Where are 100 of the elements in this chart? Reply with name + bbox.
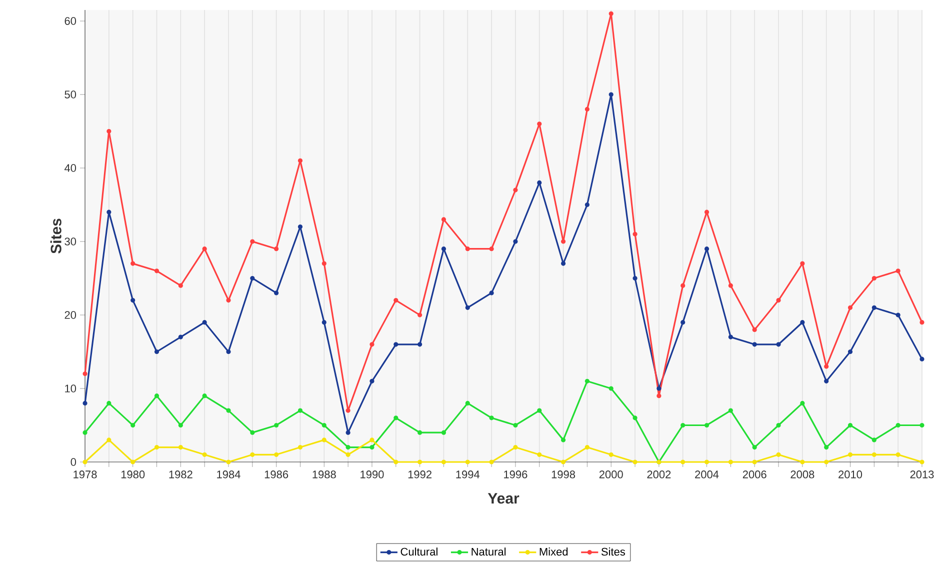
point: [824, 364, 829, 369]
point: [656, 386, 662, 391]
point: [776, 298, 781, 303]
point: [537, 452, 542, 457]
point: [489, 290, 494, 296]
y-tick-label: 0: [70, 458, 76, 466]
point: [560, 438, 566, 442]
point: [130, 422, 136, 428]
point: [250, 430, 255, 435]
point: [848, 422, 853, 428]
legend-label: Cultural: [400, 548, 438, 556]
point: [896, 268, 900, 274]
point: [202, 452, 207, 457]
point: [178, 444, 183, 450]
point: [178, 283, 183, 288]
point: [584, 202, 590, 208]
point: [872, 452, 876, 457]
point: [154, 349, 160, 354]
point: [322, 261, 326, 266]
point: [274, 422, 279, 428]
point: [465, 400, 470, 406]
point: [418, 312, 422, 318]
point: [154, 394, 160, 398]
point: [752, 327, 757, 332]
point: [106, 210, 112, 214]
x-tick-label: 1978: [74, 470, 97, 478]
point: [776, 342, 781, 347]
point: [298, 158, 303, 163]
point: [250, 276, 255, 281]
point: [584, 378, 590, 384]
x-tick-label: 1996: [504, 470, 528, 478]
y-tick-label: 50: [64, 90, 76, 98]
point: [394, 460, 398, 464]
point: [896, 312, 900, 318]
point: [752, 460, 757, 464]
legend-label: Mixed: [540, 548, 568, 556]
point: [704, 422, 710, 428]
point: [346, 430, 350, 435]
x-tick-label: 2010: [838, 470, 862, 478]
point: [800, 460, 805, 464]
y-axis-title: Sites: [50, 218, 62, 254]
point: [465, 305, 470, 310]
point: [752, 444, 757, 450]
point: [274, 290, 279, 296]
point: [441, 246, 446, 252]
point: [226, 349, 231, 354]
x-tick-label: 1984: [217, 470, 240, 478]
point: [346, 408, 350, 413]
point: [728, 408, 733, 413]
point: [322, 320, 326, 325]
point: [154, 268, 160, 274]
point: [178, 334, 183, 340]
point: [202, 320, 207, 325]
point: [560, 460, 566, 464]
point: [298, 408, 303, 413]
point: [656, 394, 662, 398]
y-tick-label: 10: [65, 384, 76, 392]
x-tick-label: 1998: [552, 470, 576, 478]
point: [226, 460, 231, 464]
point: [872, 276, 876, 281]
point: [896, 452, 900, 457]
point: [202, 246, 207, 252]
point: [560, 239, 566, 244]
point: [632, 276, 638, 281]
point: [608, 386, 614, 391]
point: [537, 180, 542, 186]
point: [370, 378, 374, 384]
x-tick-label: 1982: [169, 470, 192, 478]
x-tick-label: 2000: [599, 470, 623, 478]
point: [848, 305, 853, 310]
point: [776, 422, 781, 428]
point: [418, 460, 422, 464]
point: [560, 261, 566, 266]
point: [680, 460, 686, 464]
point: [800, 261, 805, 266]
point: [513, 239, 518, 244]
point: [346, 444, 350, 450]
point: [824, 378, 829, 384]
point: [848, 349, 853, 354]
point: [394, 416, 398, 420]
point: [513, 188, 518, 192]
point: [632, 232, 638, 236]
point: [418, 342, 422, 347]
point: [370, 438, 374, 442]
x-tick-label: 1994: [456, 470, 480, 478]
point: [872, 305, 876, 310]
point: [896, 422, 900, 428]
point: [322, 422, 326, 428]
point: [752, 342, 757, 347]
point: [106, 438, 112, 442]
point: [441, 460, 446, 464]
point: [274, 246, 279, 252]
point: [800, 320, 805, 325]
point: [848, 452, 853, 457]
point: [394, 298, 398, 303]
y-tick-label: 60: [64, 17, 76, 25]
point: [346, 452, 350, 457]
point: [872, 438, 876, 442]
point: [202, 394, 207, 398]
legend-label: Sites: [601, 548, 626, 556]
